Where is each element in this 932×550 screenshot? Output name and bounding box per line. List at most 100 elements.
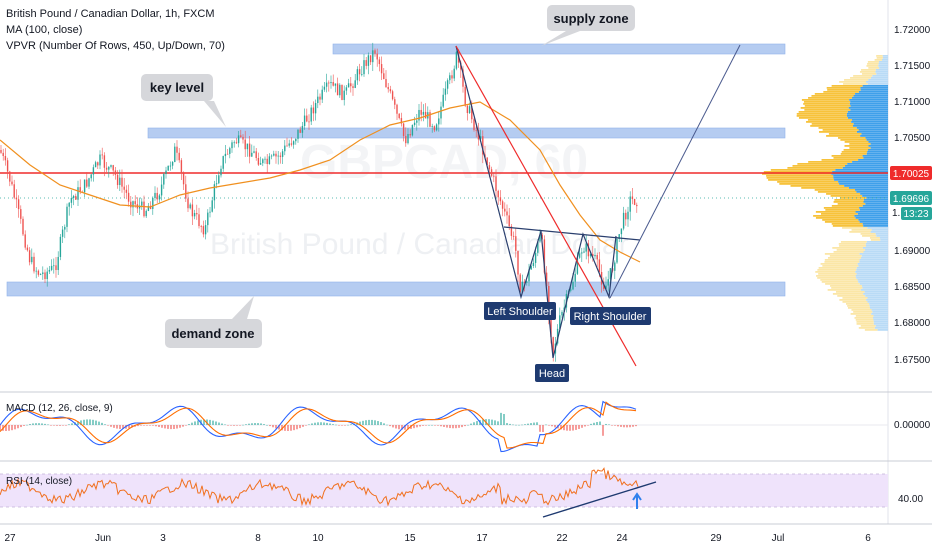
time-axis[interactable]: 27 Jun 3 8 10 15 17 22 24 29 Jul 6 bbox=[4, 533, 871, 544]
macd-bar bbox=[332, 424, 334, 425]
price-axis[interactable]: 1.72000 1.71500 1.71000 1.70500 1.69000 1.685… bbox=[894, 25, 931, 366]
candle-body bbox=[97, 162, 99, 166]
candle-body bbox=[583, 251, 585, 253]
vpvr-row-up bbox=[850, 313, 872, 315]
candle-body bbox=[550, 315, 552, 338]
vpvr-row-up bbox=[790, 185, 845, 187]
symbol-title[interactable]: British Pound / Canadian Dollar, 1h, FXC… bbox=[6, 8, 215, 20]
macd-bar bbox=[380, 422, 382, 425]
supply-zone-rect[interactable] bbox=[332, 43, 786, 55]
macd-bar bbox=[239, 425, 241, 426]
candle-body bbox=[28, 250, 31, 263]
time-tick: 17 bbox=[476, 533, 488, 544]
macd-bar bbox=[515, 424, 517, 426]
candle-body bbox=[356, 69, 359, 81]
rsi-trendline[interactable] bbox=[542, 481, 657, 518]
candle-body bbox=[240, 135, 242, 137]
vpvr-row-up bbox=[814, 189, 856, 191]
candle-body bbox=[119, 177, 121, 186]
target-projection-line[interactable] bbox=[609, 44, 741, 299]
price-axis-bg[interactable] bbox=[888, 0, 932, 550]
vpvr-row-up bbox=[822, 129, 859, 131]
candle-body bbox=[614, 262, 616, 271]
candle-body bbox=[541, 234, 543, 240]
vpvr-row-down bbox=[858, 281, 888, 283]
macd-bar bbox=[266, 424, 268, 426]
candle-body bbox=[394, 99, 396, 105]
time-tick: 27 bbox=[4, 533, 16, 544]
candle-body bbox=[35, 270, 37, 272]
price-tick: 1.71500 bbox=[894, 61, 931, 72]
head-shoulders-pattern[interactable] bbox=[455, 45, 617, 359]
vpvr-row-down bbox=[863, 199, 888, 201]
candle-body bbox=[66, 206, 68, 227]
vpvr-row-up bbox=[808, 97, 853, 99]
vpvr-row-up bbox=[837, 203, 866, 205]
vpvr-row-up bbox=[862, 235, 877, 237]
candle-body bbox=[149, 205, 152, 209]
vpvr-row-up bbox=[787, 167, 843, 169]
supply-zone-callout[interactable]: supply zone bbox=[541, 5, 635, 46]
demand-zone-callout[interactable]: demand zone bbox=[165, 296, 262, 348]
vpvr-row-down bbox=[866, 153, 888, 155]
right-shoulder-badge[interactable]: Right Shoulder bbox=[570, 307, 651, 325]
vpvr-row-down bbox=[858, 91, 888, 93]
vpvr-row-up bbox=[839, 197, 867, 199]
macd-bar bbox=[551, 425, 553, 427]
candle-body bbox=[523, 281, 526, 283]
ma-indicator-label[interactable]: MA (100, close) bbox=[6, 24, 82, 36]
neckline[interactable] bbox=[503, 226, 641, 241]
candle-body bbox=[416, 120, 418, 123]
vpvr-row-up bbox=[816, 275, 856, 277]
macd-bar bbox=[260, 423, 262, 425]
price-tick: 1.70500 bbox=[894, 133, 931, 144]
macd-bar bbox=[623, 425, 625, 428]
candle-body bbox=[15, 197, 18, 200]
vpvr-row-down bbox=[849, 103, 888, 105]
macd-bar bbox=[314, 422, 316, 425]
vpvr-row-down bbox=[875, 233, 888, 235]
rsi-label[interactable]: RSI (14, close) bbox=[6, 476, 72, 487]
vpvr-row-down bbox=[858, 159, 888, 161]
vpvr-indicator-label[interactable]: VPVR (Number Of Rows, 450, Up/Down, 70) bbox=[6, 40, 225, 52]
vpvr-row-up bbox=[849, 147, 871, 149]
candle-body bbox=[488, 165, 491, 170]
head-badge[interactable]: Head bbox=[535, 364, 569, 382]
candle-body bbox=[347, 83, 350, 88]
vpvr-profile bbox=[762, 55, 888, 331]
vpvr-row-down bbox=[855, 271, 888, 273]
key-level-callout[interactable]: key level bbox=[141, 74, 226, 127]
macd-bar bbox=[527, 423, 529, 425]
vpvr-row-down bbox=[879, 67, 888, 69]
rsi-band bbox=[0, 474, 888, 507]
vpvr-row-up bbox=[796, 115, 847, 117]
candle-body bbox=[440, 106, 442, 119]
macd-bar bbox=[473, 422, 475, 425]
macd-bar bbox=[92, 419, 94, 425]
vpvr-row-up bbox=[876, 57, 883, 59]
vpvr-row-down bbox=[846, 113, 888, 115]
macd-bar bbox=[464, 425, 466, 427]
candle-body bbox=[79, 187, 81, 193]
candle-body bbox=[391, 91, 394, 100]
demand-zone-rect[interactable] bbox=[6, 281, 786, 297]
candle-body bbox=[429, 112, 431, 127]
macd-bar bbox=[170, 425, 172, 430]
macd-bar bbox=[344, 425, 346, 426]
key-level-rect[interactable] bbox=[147, 127, 786, 139]
candle-body bbox=[339, 84, 341, 96]
vpvr-row-up bbox=[854, 317, 873, 319]
candle-body bbox=[134, 201, 136, 205]
candle-body bbox=[556, 328, 559, 344]
vpvr-row-down bbox=[860, 135, 888, 137]
vpvr-row-up bbox=[831, 85, 863, 87]
macd-bar bbox=[554, 425, 556, 428]
macd-bar bbox=[536, 422, 538, 425]
vpvr-row-up bbox=[823, 207, 860, 209]
macd-bar bbox=[305, 425, 307, 426]
vpvr-row-down bbox=[855, 275, 888, 277]
price-tick: 1.67500 bbox=[894, 355, 931, 366]
left-shoulder-badge[interactable]: Left Shoulder bbox=[484, 302, 556, 320]
macd-label[interactable]: MACD (12, 26, close, 9) bbox=[6, 403, 113, 414]
